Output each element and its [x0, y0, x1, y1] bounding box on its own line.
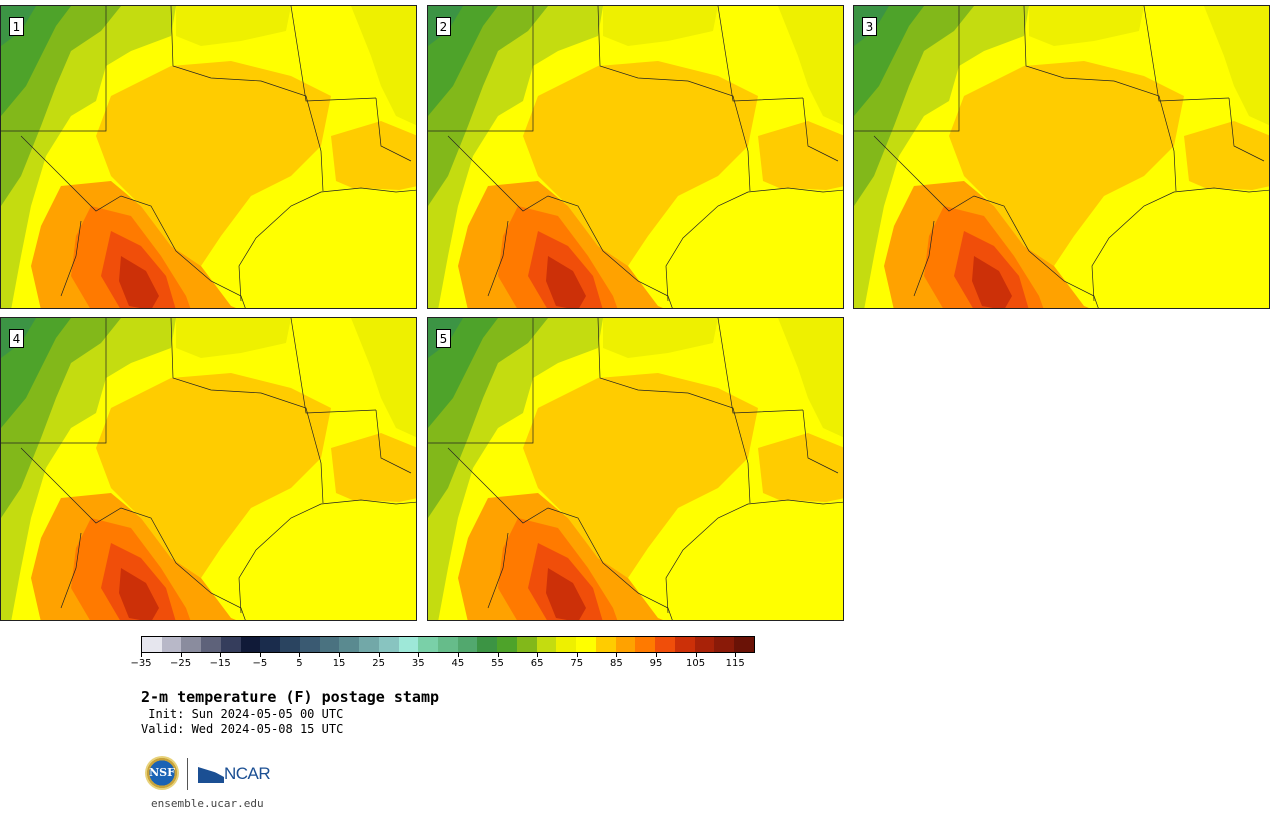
colorbar-cell: [418, 637, 439, 652]
logo-divider: [187, 758, 188, 790]
colorbar-tick-label: 45: [451, 658, 465, 669]
colorbar-tick: [457, 653, 459, 657]
colorbar-tick: [180, 653, 182, 657]
colorbar-tick: [299, 653, 301, 657]
colorbar-cell: [299, 637, 320, 652]
colorbar-cell: [615, 637, 636, 652]
colorbar-tick-label: −5: [252, 658, 268, 669]
colorbar-tick-label: 55: [491, 658, 504, 669]
postage-stamp-map-4: 4: [0, 317, 417, 621]
member-number-label: 2: [436, 17, 451, 36]
member-number-label: 3: [862, 17, 877, 36]
postage-stamp-map-3: 3: [853, 5, 1270, 309]
member-number-label: 1: [9, 17, 24, 36]
member-number-label: 5: [436, 329, 451, 348]
colorbar-cell: [260, 637, 281, 652]
colorbar-tick: [141, 653, 142, 657]
temperature-map-3: [854, 6, 1269, 308]
colorbar-tick-label: 105: [686, 658, 706, 669]
colorbar-cell: [655, 637, 675, 652]
colorbar-tick: [537, 653, 539, 657]
colorbar-cell: [280, 637, 300, 652]
colorbar-cell: [181, 637, 202, 652]
temperature-map-4: [1, 318, 416, 620]
colorbar-tick-label: 15: [332, 658, 346, 669]
init-time: Init: Sun 2024-05-05 00 UTC: [141, 707, 344, 721]
colorbar-tick-label: 75: [570, 658, 584, 669]
colorbar-cell: [378, 637, 399, 652]
colorbar-tick: [378, 653, 380, 657]
colorbar-tick-label: 5: [296, 658, 303, 669]
colorbar-tick-label: 65: [530, 658, 544, 669]
colorbar-tick: [339, 653, 341, 657]
colorbar-cell: [220, 637, 241, 652]
colorbar-tick-label: 35: [411, 658, 425, 669]
colorbar-tick-label: 95: [649, 658, 663, 669]
colorbar-cell: [635, 637, 656, 652]
ncar-logo-text: NCAR: [224, 764, 271, 783]
postage-stamp-map-2: 2: [427, 5, 844, 309]
ncar-logo-icon: [198, 763, 224, 783]
colorbar-tick-label: 25: [372, 658, 386, 669]
colorbar-cell: [142, 637, 162, 652]
temperature-colorbar: [141, 636, 755, 653]
postage-stamp-map-5: 5: [427, 317, 844, 621]
colorbar-tick-label: −15: [209, 658, 231, 669]
colorbar-cell: [497, 637, 517, 652]
nsf-logo-icon: NSF: [145, 756, 179, 790]
colorbar-cell: [240, 637, 261, 652]
colorbar-tick-labels: −35 −25 −15 −5 5 15 25 35 45 55 65 75 85 95 105 115: [130, 653, 755, 673]
colorbar-cell: [359, 637, 379, 652]
sponsor-logos: NSF NCAR: [143, 756, 283, 792]
colorbar-cell: [319, 637, 340, 652]
postage-stamp-map-1: 1: [0, 5, 417, 309]
colorbar-tick: [655, 653, 657, 657]
colorbar-cell: [161, 637, 182, 652]
temperature-map-2: [428, 6, 843, 308]
colorbar-tick: [735, 653, 737, 657]
member-number-label: 4: [9, 329, 24, 348]
colorbar-tick: [695, 653, 697, 657]
colorbar-tick: [616, 653, 618, 657]
colorbar-cell: [714, 637, 735, 652]
colorbar-tick-label: 115: [725, 658, 745, 669]
website-url: ensemble.ucar.edu: [151, 797, 264, 810]
colorbar-cell: [576, 637, 596, 652]
valid-time: Valid: Wed 2024-05-08 15 UTC: [141, 722, 344, 736]
colorbar-cell: [536, 637, 557, 652]
colorbar-tick-label: −35: [130, 658, 152, 669]
colorbar-cell: [398, 637, 419, 652]
temperature-map-5: [428, 318, 843, 620]
colorbar-tick: [576, 653, 578, 657]
colorbar-tick-label: 85: [609, 658, 623, 669]
colorbar-cell: [477, 637, 498, 652]
colorbar-cell: [201, 637, 221, 652]
colorbar-cell: [457, 637, 478, 652]
colorbar-cell: [674, 637, 695, 652]
colorbar-tick: [497, 653, 499, 657]
colorbar-cell: [339, 637, 360, 652]
colorbar-tick: [259, 653, 261, 657]
colorbar-cell: [734, 637, 754, 652]
colorbar-tick: [418, 653, 420, 657]
colorbar-cell: [595, 637, 616, 652]
colorbar-cell: [516, 637, 537, 652]
plot-title: 2-m temperature (F) postage stamp: [141, 688, 440, 706]
colorbar-cell: [438, 637, 458, 652]
colorbar-tick-label: −25: [170, 658, 192, 669]
colorbar-cell: [694, 637, 715, 652]
colorbar-tick: [220, 653, 222, 657]
temperature-map-1: [1, 6, 416, 308]
colorbar-cell: [556, 637, 577, 652]
